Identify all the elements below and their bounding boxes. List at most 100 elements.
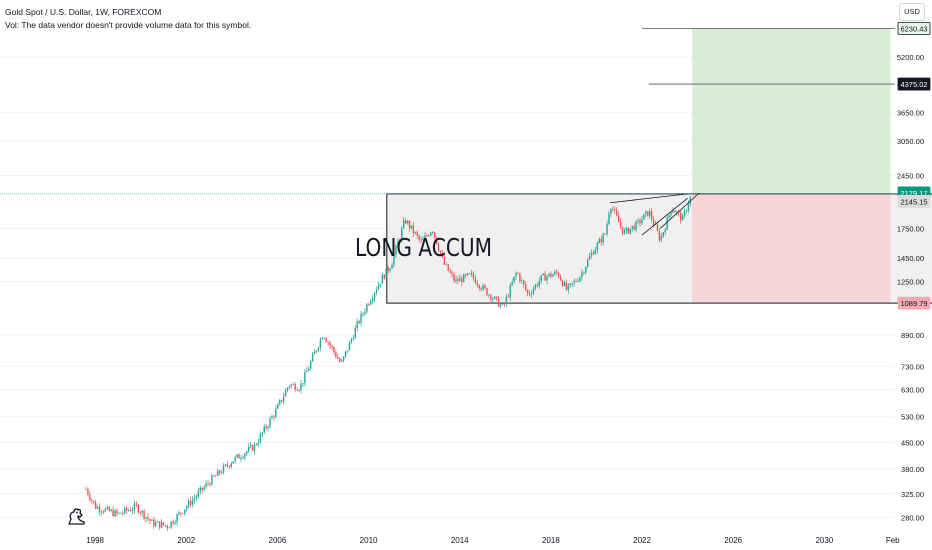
- y-axis[interactable]: 280.00 325.00 380.00 450.00 530.00 630.00 730.…: [897, 21, 931, 522]
- candle-body: [366, 304, 368, 312]
- candle-body: [127, 510, 130, 511]
- y-tick-label: 5200.00: [897, 53, 924, 62]
- candle-body: [486, 288, 488, 296]
- currency-button[interactable]: USD: [899, 3, 925, 21]
- candle-body: [451, 272, 453, 275]
- y-tick-label: 730.00: [901, 362, 924, 371]
- candle-body: [685, 210, 688, 212]
- candle-body: [385, 267, 387, 279]
- candle-body: [616, 210, 618, 216]
- candle-body: [315, 350, 318, 352]
- candle-body: [424, 235, 426, 239]
- price-label-badge: [897, 21, 931, 35]
- profit-zone: [692, 28, 891, 194]
- candle-body: [187, 500, 190, 507]
- candle-body: [205, 483, 207, 487]
- candle-body: [435, 236, 438, 245]
- candle-body: [327, 341, 329, 343]
- price-label-badge: [897, 296, 931, 310]
- candle-body: [420, 239, 422, 241]
- candle-body: [606, 224, 608, 235]
- candle-body: [565, 282, 568, 290]
- candle-body: [554, 271, 556, 275]
- candle-body: [218, 470, 221, 474]
- candle-body: [540, 275, 542, 282]
- candle-body: [91, 499, 93, 501]
- candle-body: [447, 264, 449, 271]
- candle-body: [371, 298, 374, 302]
- candle-body: [536, 284, 539, 286]
- candle-body: [220, 472, 223, 474]
- candle-body: [627, 227, 630, 234]
- volume-note: Vol: The data vendor doesn't provide vol…: [5, 20, 252, 30]
- candle-body: [393, 254, 395, 265]
- candle-body: [342, 356, 345, 361]
- candle-body: [292, 384, 294, 386]
- candle-body: [660, 236, 663, 241]
- trend-lines[interactable]: [610, 192, 700, 236]
- candle-body: [89, 494, 91, 500]
- y-tick-label: 530.00: [901, 413, 924, 422]
- candle-body: [370, 301, 372, 305]
- candle-body: [586, 259, 589, 267]
- x-tick-label: 2030: [815, 536, 833, 545]
- candle-body: [147, 517, 149, 520]
- candle-body: [470, 272, 473, 274]
- price-label: 6230.43: [900, 24, 927, 33]
- candle-body: [203, 486, 205, 490]
- candle-body: [621, 226, 624, 234]
- candle-body: [517, 272, 519, 274]
- candle-body: [331, 345, 333, 348]
- candle-body: [633, 225, 635, 230]
- x-tick-label: 2002: [177, 536, 195, 545]
- candle-body: [416, 232, 418, 236]
- candle-body: [149, 519, 151, 521]
- candle-body: [635, 221, 637, 230]
- candle-body: [360, 313, 362, 323]
- candle-body: [122, 512, 124, 514]
- candle-body: [548, 273, 550, 277]
- candle-body: [459, 278, 461, 282]
- candle-body: [253, 444, 256, 451]
- candle-body: [296, 389, 298, 391]
- candle-body: [538, 281, 540, 286]
- candle-body: [110, 509, 112, 512]
- candle-body: [478, 285, 480, 289]
- candle-body: [561, 280, 564, 286]
- candle-body: [242, 457, 244, 459]
- candle-body: [195, 496, 198, 498]
- x-tick-label: 2006: [269, 536, 287, 545]
- candle-body: [178, 512, 180, 515]
- candle-body: [689, 196, 692, 204]
- candle-body: [453, 274, 455, 281]
- tradingview-logo-icon[interactable]: [66, 505, 88, 527]
- candle-body: [670, 212, 672, 216]
- price-label-badge: [897, 77, 931, 91]
- candle-body: [664, 229, 666, 233]
- candle-body: [96, 506, 99, 509]
- candle-body: [98, 506, 101, 512]
- candle-body: [573, 281, 575, 284]
- candle-body: [131, 509, 134, 511]
- candle-body: [118, 512, 120, 514]
- candle-body: [321, 338, 324, 340]
- candle-body: [166, 525, 169, 528]
- candle-body: [186, 506, 188, 510]
- candle-body: [255, 444, 258, 446]
- candle-body: [557, 272, 560, 277]
- candle-body: [162, 522, 165, 526]
- candle-body: [528, 293, 531, 295]
- candle-body: [106, 506, 109, 509]
- candle-body: [674, 210, 676, 213]
- y-tick-label: 1250.00: [897, 277, 924, 286]
- candle-body: [309, 361, 312, 369]
- candle-body: [432, 232, 434, 233]
- candle-body: [139, 512, 141, 514]
- candle-body: [100, 511, 103, 513]
- candle-body: [643, 214, 645, 220]
- candle-body: [350, 339, 353, 343]
- candle-body: [249, 445, 252, 447]
- horizontal-lines[interactable]: [0, 27, 895, 195]
- candle-body: [596, 243, 599, 250]
